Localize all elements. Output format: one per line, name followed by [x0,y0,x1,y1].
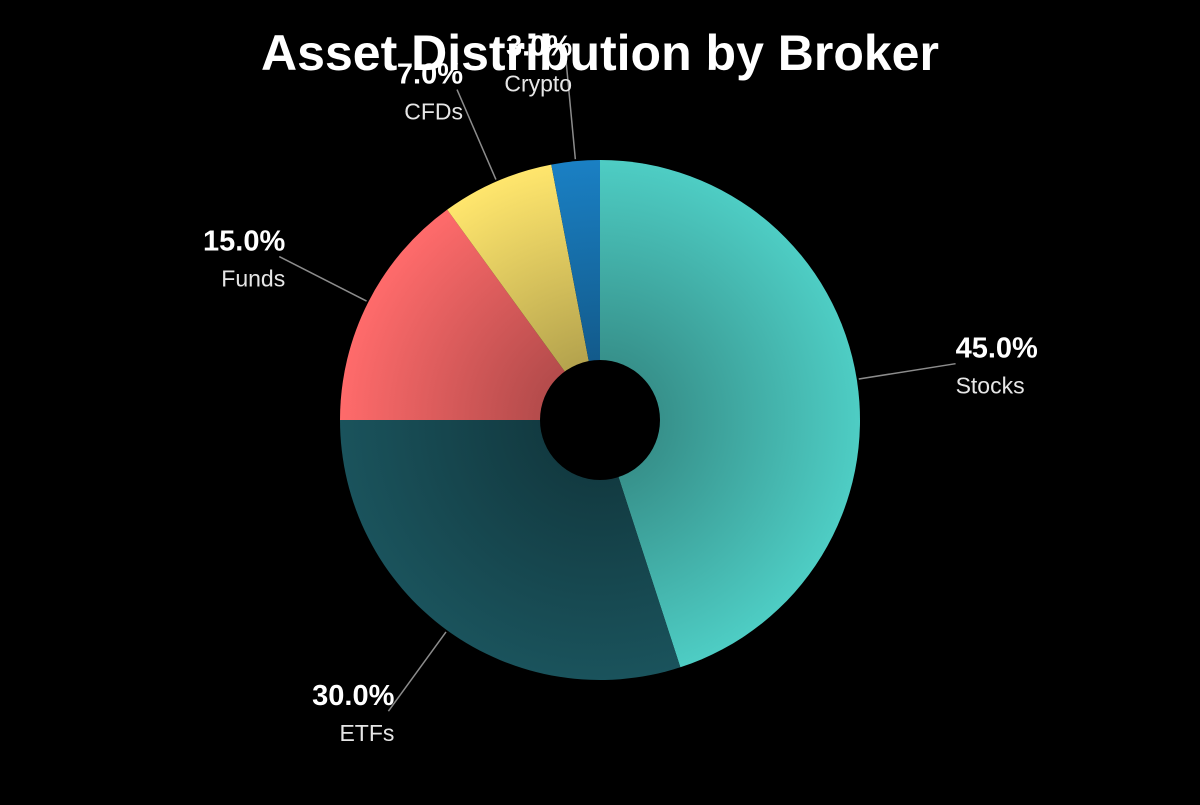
leader-line-stocks [858,362,956,380]
leader-line-funds [278,255,367,302]
leader-line-crypto [565,61,577,160]
slice-funds [340,209,600,420]
category-label-stocks: Stocks [956,373,1025,399]
slice-crypto [551,160,600,420]
category-label-cfds: CFDs [404,99,463,125]
leader-line-etfs [387,631,447,712]
category-label-crypto: Crypto [504,71,572,97]
value-label-funds: 15.0% [203,226,285,258]
slice-cfds [447,164,600,420]
chart-title: Asset Distribution by Broker [261,25,939,81]
value-label-etfs: 30.0% [312,680,394,712]
slices-layer [340,160,861,681]
category-label-etfs: ETFs [339,720,394,746]
slice-etfs [340,420,681,681]
value-label-cfds: 7.0% [397,59,463,91]
value-label-stocks: 45.0% [956,333,1038,365]
leader-line-cfds [456,89,497,180]
donut-hole [540,360,660,480]
slice-labels: 45.0% Stocks 30.0% ETFs 15.0% Funds 7.0% CFDs 3.… [203,31,1038,747]
value-label-crypto: 3.0% [506,31,572,63]
leader-lines [278,61,956,712]
slice-stocks [600,160,861,668]
category-label-funds: Funds [221,266,285,292]
